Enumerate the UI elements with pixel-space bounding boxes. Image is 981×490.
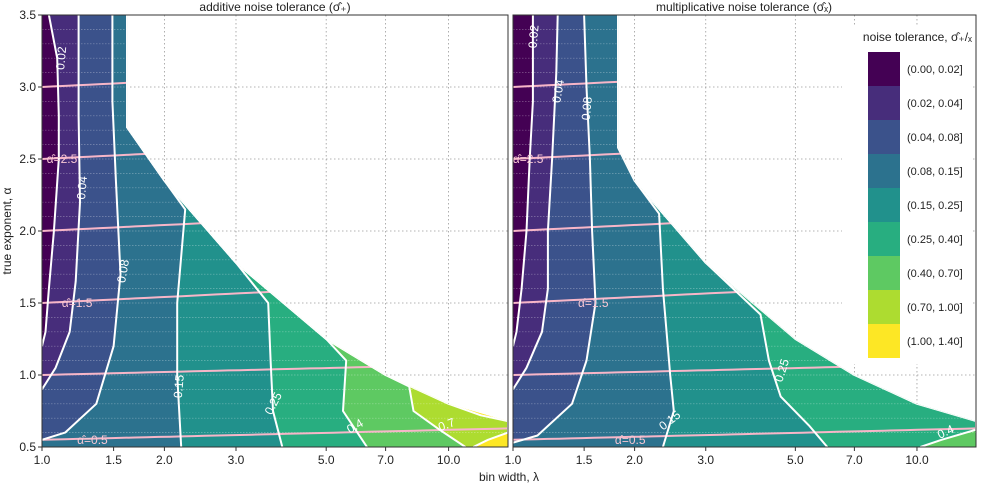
legend-swatch: [868, 222, 900, 256]
panel-additive: 0.020.040.080.150.250.4 0.7α̂=0.5α̂=1.5α̂…: [41, 0, 509, 448]
x-tick-label: 1.0: [505, 453, 522, 467]
legend-swatch: [868, 188, 900, 222]
panel-title: multiplicative noise tolerance (σ̂ₓ): [656, 0, 832, 14]
contour-label: 0.15: [171, 374, 187, 399]
contour-line: [513, 15, 534, 347]
x-tick-label: 2.0: [626, 453, 643, 467]
legend-label: (1.00, 1.40]: [907, 336, 963, 348]
contour-line: [42, 15, 122, 441]
y-tick-label: 2.0: [19, 224, 36, 238]
contour-label: 0.08: [579, 96, 595, 121]
legend-swatch: [868, 256, 900, 290]
data-region: [513, 15, 976, 447]
x-tick-label: 7.0: [846, 453, 863, 467]
legend-swatch: [868, 120, 900, 154]
legend-label: (0.02, 0.04]: [907, 98, 963, 110]
panel-title: additive noise tolerance (σ̂₊): [199, 0, 350, 14]
heatmap-area: 0.020.040.080.150.250.4 0.7α̂=0.5α̂=1.5α̂…: [42, 15, 508, 447]
alpha-hat-label: α̂=2.5: [513, 152, 544, 166]
legend-swatch: [868, 154, 900, 188]
x-tick-label: 1.5: [576, 453, 593, 467]
y-axis-title: true exponent, α: [0, 187, 14, 274]
contour-label: 0.02: [53, 46, 69, 71]
x-tick-label: 3.0: [228, 453, 245, 467]
y-tick-label: 1.0: [19, 368, 36, 382]
contour-line: [42, 15, 60, 347]
x-tick-label: 5.0: [318, 453, 335, 467]
legend-label: (0.40, 0.70]: [907, 268, 963, 280]
legend-swatch: [868, 290, 900, 324]
x-axis: 1.0 1.5 2.0 3.0 5.0 7.0 10.0 1.0 1.5 2.0 3.0 5.0 7.0…: [34, 447, 929, 467]
x-tick-label: 5.0: [787, 453, 804, 467]
contour-label: 0.4: [935, 422, 956, 442]
contour-label: 0.02: [526, 24, 542, 49]
x-tick-label: 3.0: [697, 453, 714, 467]
x-axis-title: bin width, λ: [479, 470, 539, 484]
y-tick-label: 1.5: [19, 296, 36, 310]
heatmap-area: 0.020.040.080.150.250.4α̂=0.5α̂=1.5α̂=2.…: [513, 15, 976, 447]
x-tick-label: 2.0: [156, 453, 173, 467]
y-tick-label: 3.5: [19, 8, 36, 22]
x-tick-label: 10.0: [437, 453, 461, 467]
x-tick-label: 1.0: [34, 453, 51, 467]
y-tick-label: 2.5: [19, 152, 36, 166]
alpha-hat-label: α̂=1.5: [578, 296, 609, 310]
legend-swatch: [868, 86, 900, 120]
y-axis: 0.5 1.0 1.5 2.0 2.5 3.0 3.5: [19, 8, 42, 454]
contour-label: 0.08: [114, 258, 132, 284]
x-tick-label: 10.0: [905, 453, 929, 467]
contour-label: 0.04: [549, 78, 567, 104]
alpha-hat-curve: [513, 427, 976, 441]
legend-swatch: [868, 324, 900, 358]
contour-label: 0.7: [436, 415, 457, 434]
legend-label: (0.00, 0.02]: [907, 64, 963, 76]
panel-multiplicative: 0.020.040.080.150.250.4α̂=0.5α̂=1.5α̂=2.…: [512, 0, 977, 448]
panel-frame: [512, 14, 977, 448]
legend-title: noise tolerance, σ̂₊/ₓ: [863, 30, 972, 44]
data-region: [42, 15, 508, 447]
y-tick-label: 0.5: [19, 440, 36, 454]
contour-label: 0.04: [74, 175, 90, 200]
legend-background: [842, 26, 972, 364]
alpha-hat-curve: [42, 427, 508, 441]
contour-label: 0.25: [772, 357, 793, 384]
contour-line: [513, 15, 559, 390]
contour-line: [42, 15, 81, 390]
alpha-hat-label: α̂=0.5: [77, 433, 108, 447]
alpha-hat-label: α̂=2.5: [47, 152, 78, 166]
contour-line: [513, 15, 597, 444]
y-tick-label: 3.0: [19, 80, 36, 94]
alpha-hat-label: α̂=0.5: [615, 433, 646, 447]
legend-swatch: [868, 52, 900, 86]
x-tick-label: 7.0: [377, 453, 394, 467]
legend-label: (0.25, 0.40]: [907, 234, 963, 246]
legend-label: (0.04, 0.08]: [907, 132, 963, 144]
x-tick-label: 1.5: [105, 453, 122, 467]
alpha-hat-label: α̂=1.5: [62, 296, 93, 310]
legend-label: (0.08, 0.15]: [907, 166, 963, 178]
legend: noise tolerance, σ̂₊/ₓ (0.00, 0.02] (0.02…: [842, 26, 972, 364]
legend-label: (0.70, 1.00]: [907, 302, 963, 314]
legend-label: (0.15, 0.25]: [907, 200, 963, 212]
